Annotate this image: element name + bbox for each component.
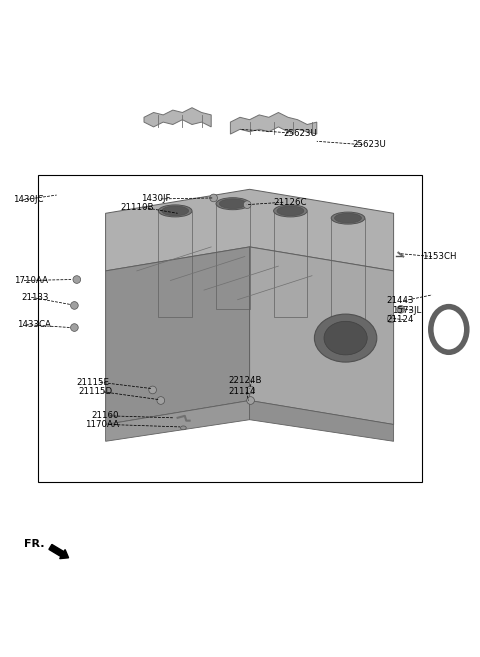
Polygon shape: [230, 112, 317, 134]
Ellipse shape: [216, 198, 250, 210]
Ellipse shape: [335, 214, 361, 223]
Text: 21110B: 21110B: [120, 203, 154, 212]
Text: 1433CA: 1433CA: [17, 320, 51, 329]
Circle shape: [247, 386, 254, 394]
Text: 21133: 21133: [22, 293, 49, 302]
Circle shape: [397, 306, 405, 313]
Ellipse shape: [277, 206, 304, 215]
Polygon shape: [144, 108, 211, 127]
Polygon shape: [106, 401, 250, 442]
Ellipse shape: [162, 206, 189, 215]
Bar: [38, 175, 422, 482]
Text: FR.: FR.: [24, 539, 45, 549]
Polygon shape: [250, 401, 394, 442]
Text: 25623U: 25623U: [353, 140, 387, 149]
Text: 22124B: 22124B: [228, 376, 262, 385]
Ellipse shape: [180, 426, 186, 430]
Text: 21115E: 21115E: [76, 378, 109, 387]
Text: 1710AA: 1710AA: [14, 276, 48, 285]
Text: 21115D: 21115D: [79, 388, 113, 396]
Ellipse shape: [324, 321, 367, 355]
Circle shape: [73, 276, 81, 283]
Text: 1430JC: 1430JC: [13, 195, 44, 204]
Circle shape: [247, 397, 254, 404]
Circle shape: [149, 386, 156, 394]
Polygon shape: [250, 247, 394, 424]
Text: 21124: 21124: [386, 315, 414, 325]
Ellipse shape: [219, 199, 246, 208]
Text: 1153CH: 1153CH: [422, 252, 457, 261]
Text: 21126C: 21126C: [274, 198, 307, 207]
Polygon shape: [106, 189, 394, 271]
Circle shape: [243, 201, 251, 208]
Polygon shape: [106, 247, 250, 424]
Circle shape: [157, 397, 165, 404]
Text: 25623U: 25623U: [283, 129, 317, 137]
Text: 21443: 21443: [386, 296, 414, 305]
Ellipse shape: [274, 205, 307, 217]
Text: 21114: 21114: [228, 388, 256, 396]
Text: 1573JL: 1573JL: [392, 306, 421, 315]
Circle shape: [210, 194, 217, 202]
Text: 21160: 21160: [92, 411, 119, 420]
Ellipse shape: [314, 314, 377, 362]
Ellipse shape: [331, 212, 365, 224]
Circle shape: [387, 315, 395, 323]
Ellipse shape: [158, 205, 192, 217]
Text: 1430JF: 1430JF: [141, 194, 170, 204]
FancyArrow shape: [49, 545, 69, 558]
Text: 1170AA: 1170AA: [85, 420, 119, 429]
Circle shape: [71, 324, 78, 331]
Circle shape: [71, 302, 78, 309]
